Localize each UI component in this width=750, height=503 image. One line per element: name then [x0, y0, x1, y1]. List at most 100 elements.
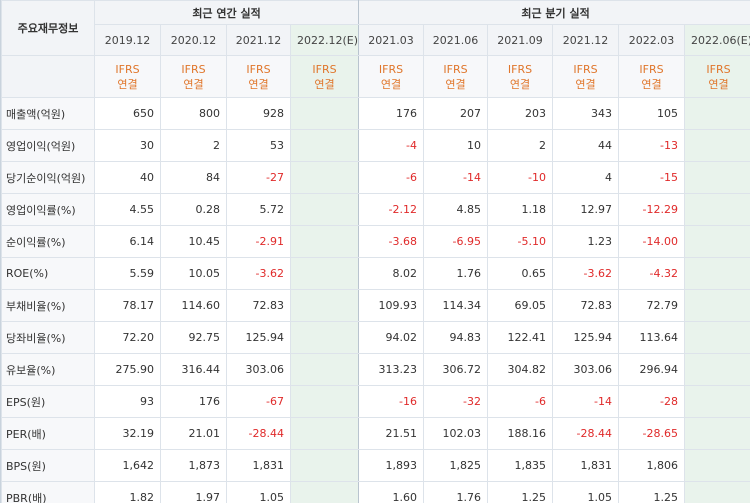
metric-value — [684, 417, 750, 450]
metric-value — [289, 353, 360, 386]
metric-value: 94.02 — [358, 321, 425, 354]
consolidated-text: 연결 — [314, 77, 335, 91]
metric-value: -6 — [487, 385, 554, 418]
metric-value — [684, 353, 750, 386]
metric-value: 1.05 — [226, 481, 291, 503]
metric-value: 125.94 — [226, 321, 291, 354]
metric-value — [684, 449, 750, 482]
metric-value: 113.64 — [618, 321, 686, 354]
metric-value: 93 — [94, 385, 161, 418]
metric-value — [289, 449, 360, 482]
metric-value: 1.25 — [618, 481, 686, 503]
metric-value: 6.14 — [94, 225, 161, 258]
metric-value: 69.05 — [487, 289, 554, 322]
metric-value: 10.05 — [160, 257, 227, 290]
metric-value — [684, 161, 750, 194]
metric-value: -14 — [552, 385, 620, 418]
metric-value: 2 — [487, 129, 554, 162]
accounting-standard-label: IFRS 연결 — [487, 55, 554, 98]
table-row: EPS(원) 93 176 -67 -16 -32 -6 -14 -28 — [1, 385, 750, 418]
consolidated-text: 연결 — [380, 77, 402, 91]
period-header: 2021.03 — [358, 24, 425, 56]
metric-value: -6 — [358, 161, 425, 194]
metric-value: 5.72 — [226, 193, 291, 226]
metric-value: 1.05 — [552, 481, 620, 503]
metric-label: 영업이익률(%) — [1, 193, 95, 226]
period-header: 2021.12 — [552, 24, 620, 56]
metric-value: 1,893 — [358, 449, 425, 482]
metric-value: -2.91 — [226, 225, 291, 258]
metric-value: 1.18 — [487, 193, 554, 226]
ifrs-text: IFRS — [507, 62, 533, 76]
metric-value: 78.17 — [94, 289, 161, 322]
accounting-standard-label: IFRS 연결 — [226, 55, 291, 98]
metric-value: 122.41 — [487, 321, 554, 354]
consolidated-text: 연결 — [248, 77, 269, 91]
metric-value: 72.20 — [94, 321, 161, 354]
metric-label: 당좌비율(%) — [1, 321, 95, 354]
accounting-standard-label: IFRS 연결 — [94, 55, 161, 98]
metric-value — [684, 321, 750, 354]
ifrs-text: IFRS — [706, 62, 731, 76]
period-header: 2021.06 — [423, 24, 489, 56]
accounting-standard-label: IFRS 연결 — [618, 55, 686, 98]
metric-value — [684, 481, 750, 503]
ifrs-text: IFRS — [246, 62, 271, 76]
metric-value: -15 — [618, 161, 686, 194]
metric-value: -28 — [618, 385, 686, 418]
metric-value: 1,873 — [160, 449, 227, 482]
metric-value — [289, 289, 360, 322]
metric-value: 1.76 — [423, 481, 489, 503]
metric-value: -14 — [423, 161, 489, 194]
metric-value: 105 — [618, 97, 686, 130]
metric-label: EPS(원) — [1, 385, 95, 418]
metric-label: 매출액(억원) — [1, 97, 95, 130]
ifrs-text: IFRS — [378, 62, 404, 76]
metric-value: 1,806 — [618, 449, 686, 482]
metric-value: -5.10 — [487, 225, 554, 258]
ifrs-text: IFRS — [639, 62, 664, 76]
metric-value: 275.90 — [94, 353, 161, 386]
std-spacer — [1, 55, 95, 98]
accounting-standard-label: IFRS 연결 — [358, 55, 425, 98]
metric-value: -3.62 — [552, 257, 620, 290]
metric-value: 188.16 — [487, 417, 554, 450]
metric-value — [684, 257, 750, 290]
metric-value: 2 — [160, 129, 227, 162]
metric-value: 306.72 — [423, 353, 489, 386]
accounting-standard-label: IFRS 연결 — [160, 55, 227, 98]
metric-value — [684, 385, 750, 418]
metric-value — [684, 97, 750, 130]
period-header: 2019.12 — [94, 24, 161, 56]
metric-value: 1.23 — [552, 225, 620, 258]
metric-value: 800 — [160, 97, 227, 130]
accounting-standard-label: IFRS 연결 — [684, 55, 750, 98]
consolidated-text: 연결 — [575, 77, 596, 91]
metric-value: -14.00 — [618, 225, 686, 258]
metric-value: 30 — [94, 129, 161, 162]
metric-value: 303.06 — [226, 353, 291, 386]
metric-value: -27 — [226, 161, 291, 194]
period-header: 2021.09 — [487, 24, 554, 56]
metric-label: 유보율(%) — [1, 353, 95, 386]
metric-value: 21.51 — [358, 417, 425, 450]
metric-value: 0.28 — [160, 193, 227, 226]
table-row: BPS(원) 1,642 1,873 1,831 1,893 1,825 1,835 1,83… — [1, 449, 750, 482]
metric-value: 296.94 — [618, 353, 686, 386]
metric-value — [289, 97, 360, 130]
ifrs-text: IFRS — [443, 62, 468, 76]
accounting-standard-label: IFRS 연결 — [289, 55, 360, 98]
metric-value: -12.29 — [618, 193, 686, 226]
metric-value: 84 — [160, 161, 227, 194]
metric-value: 10 — [423, 129, 489, 162]
ifrs-text: IFRS — [312, 62, 337, 76]
metric-value: -3.62 — [226, 257, 291, 290]
metric-value: 32.19 — [94, 417, 161, 450]
metric-value — [684, 289, 750, 322]
metric-value: 8.02 — [358, 257, 425, 290]
metric-value: 176 — [358, 97, 425, 130]
metric-value: 72.83 — [226, 289, 291, 322]
metric-value — [289, 417, 360, 450]
metric-value: -4 — [358, 129, 425, 162]
table-row: PBR(배) 1.82 1.97 1.05 1.60 1.76 1.25 1.05 1.25 — [1, 481, 750, 503]
